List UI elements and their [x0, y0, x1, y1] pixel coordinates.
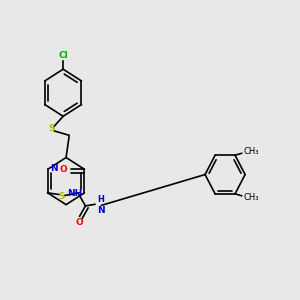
Text: H: H [97, 195, 104, 204]
Text: S: S [58, 192, 65, 201]
Text: CH₃: CH₃ [244, 193, 260, 202]
Text: N: N [50, 164, 58, 173]
Text: NH: NH [67, 189, 82, 198]
Text: O: O [60, 165, 68, 174]
Text: N: N [97, 206, 105, 215]
Text: CH₃: CH₃ [244, 148, 260, 157]
Text: Cl: Cl [58, 51, 68, 60]
Text: O: O [75, 218, 83, 227]
Text: S: S [49, 124, 55, 133]
